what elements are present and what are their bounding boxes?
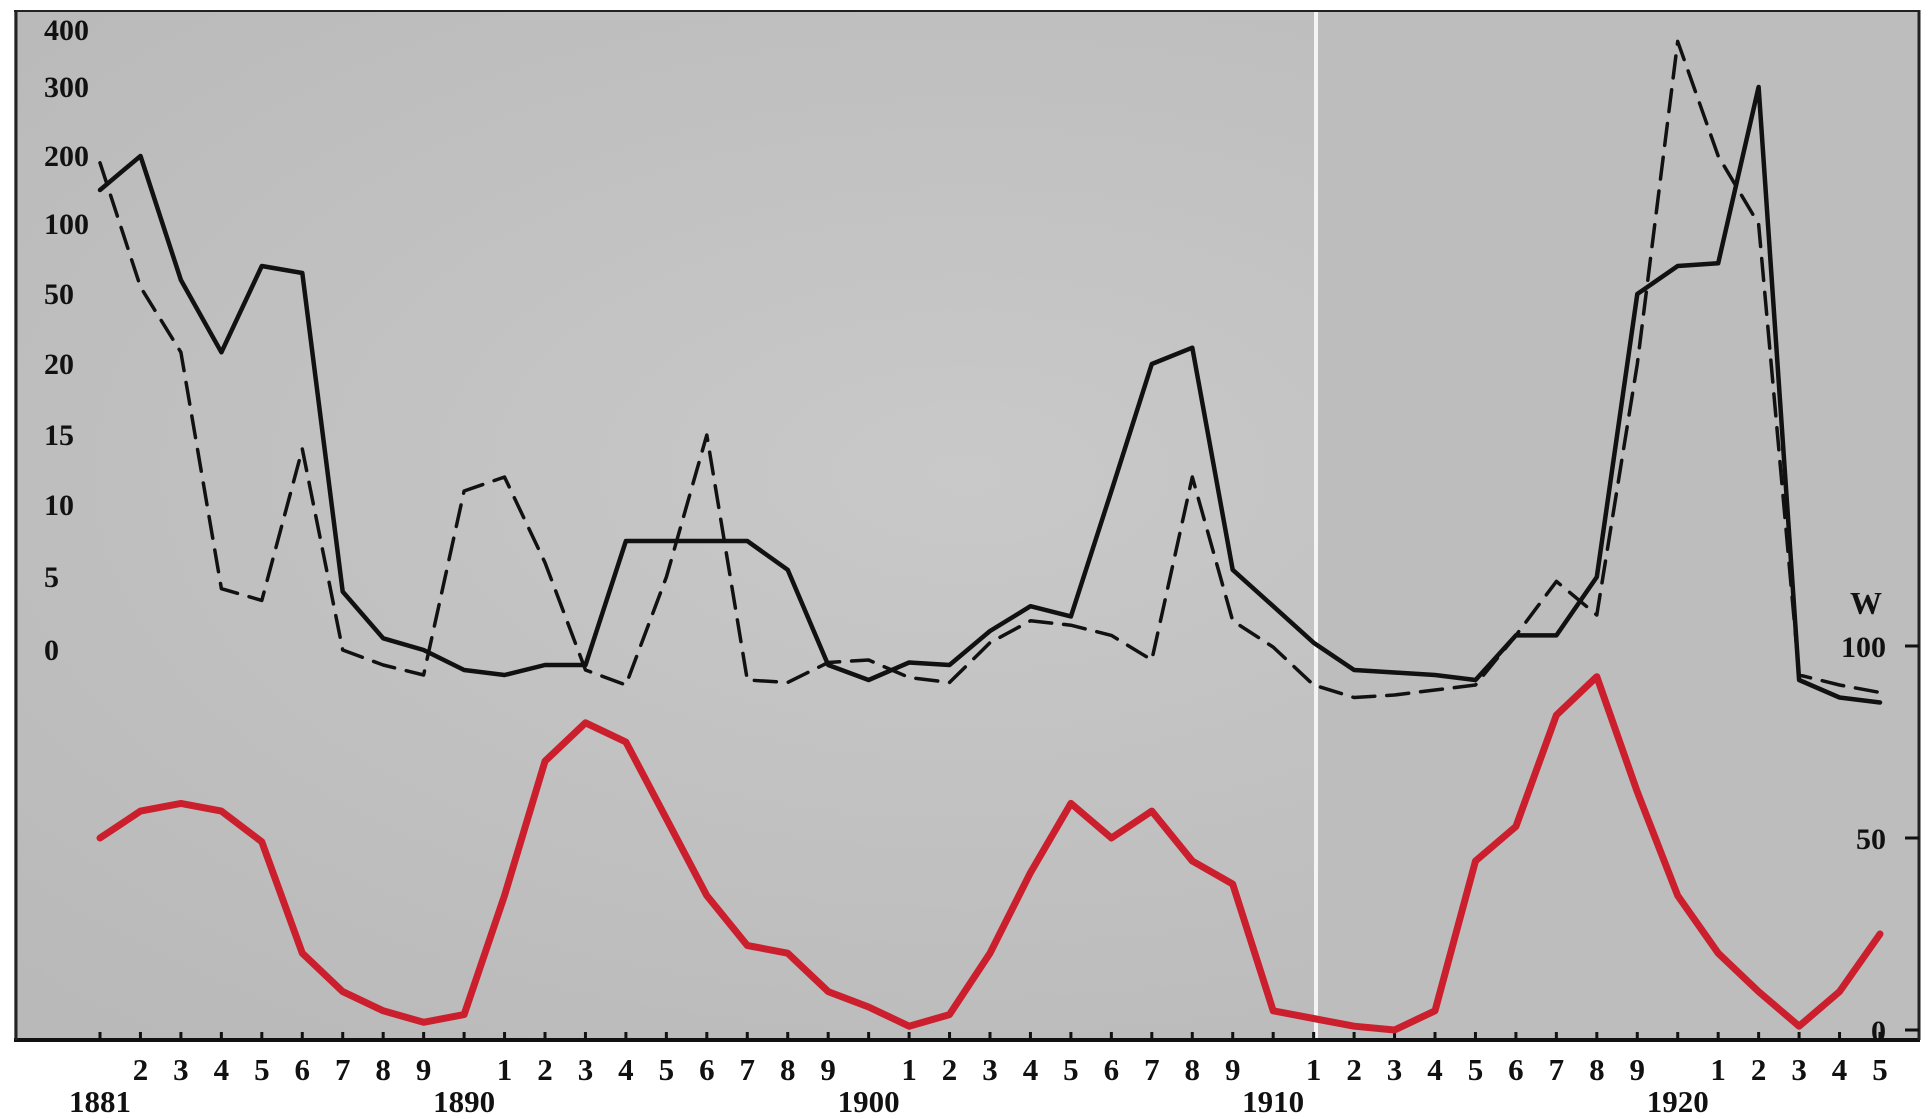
x-axis-tick-label: 6 <box>1508 1052 1524 1087</box>
x-axis-year-label: 1900 <box>838 1084 900 1114</box>
x-axis-year-label: 1881 <box>69 1084 131 1114</box>
x-axis-tick-label: 1 <box>901 1052 917 1087</box>
x-axis-tick-label: 3 <box>1791 1052 1807 1087</box>
right-axis-tick-label: 50 <box>1856 823 1886 856</box>
x-axis-tick-label: 2 <box>133 1052 149 1087</box>
left-axis-tick-label: 10 <box>44 489 74 522</box>
right-axis-tick-label: 100 <box>1841 631 1886 664</box>
x-axis-tick-label: 1 <box>497 1052 513 1087</box>
left-axis-tick-label: 5 <box>44 561 59 594</box>
x-axis-tick-label: 2 <box>1346 1052 1362 1087</box>
x-axis-tick-label: 5 <box>659 1052 675 1087</box>
x-axis-tick-label: 2 <box>537 1052 553 1087</box>
x-axis-tick-label: 6 <box>1104 1052 1120 1087</box>
x-axis-tick-label: 3 <box>982 1052 998 1087</box>
x-axis-tick-label: 1 <box>1710 1052 1726 1087</box>
left-axis-tick-label: 300 <box>44 71 89 104</box>
x-axis-tick-label: 9 <box>416 1052 432 1087</box>
x-axis-tick-label: 8 <box>1185 1052 1201 1087</box>
x-axis-tick-label: 8 <box>375 1052 391 1087</box>
left-axis-tick-label: 100 <box>44 208 89 241</box>
left-axis-tick-label: 200 <box>44 140 89 173</box>
x-axis-tick-label: 6 <box>295 1052 311 1087</box>
left-axis-tick-label: 20 <box>44 348 74 381</box>
x-axis-tick-label: 5 <box>1063 1052 1079 1087</box>
x-axis-tick-label: 2 <box>942 1052 958 1087</box>
x-axis-tick-label: 7 <box>1144 1052 1160 1087</box>
x-axis-year-label: 1910 <box>1242 1084 1304 1114</box>
x-axis-tick-label: 9 <box>1630 1052 1646 1087</box>
x-axis-tick-label: 1 <box>1306 1052 1322 1087</box>
x-axis-tick-label: 4 <box>1023 1052 1039 1087</box>
x-axis-tick-label: 4 <box>618 1052 634 1087</box>
x-axis-tick-label: 4 <box>214 1052 230 1087</box>
x-axis-tick-label: 4 <box>1832 1052 1848 1087</box>
left-axis-tick-label: 400 <box>44 14 89 47</box>
x-axis-tick-label: 3 <box>173 1052 189 1087</box>
x-axis-tick-label: 3 <box>1387 1052 1403 1087</box>
left-axis-tick-label: 15 <box>44 419 74 452</box>
x-axis-tick-label: 5 <box>1872 1052 1888 1087</box>
x-axis-tick-label: 8 <box>780 1052 796 1087</box>
right-axis-tick-label: 0 <box>1871 1015 1886 1048</box>
x-axis-tick-label: 3 <box>578 1052 594 1087</box>
left-axis-tick-label: 0 <box>44 634 59 667</box>
x-axis-tick-label: 6 <box>699 1052 715 1087</box>
x-axis-tick-label: 5 <box>1468 1052 1484 1087</box>
plot-right-panel <box>1316 10 1920 1040</box>
x-axis-tick-label: 5 <box>254 1052 270 1087</box>
x-axis-tick-label: 7 <box>740 1052 756 1087</box>
right-axis-label: W <box>1850 585 1882 621</box>
x-axis-year-label: 1890 <box>433 1084 495 1114</box>
x-axis-tick-label: 7 <box>1549 1052 1565 1087</box>
left-axis-tick-label: 50 <box>44 278 74 311</box>
x-axis-tick-label: 8 <box>1589 1052 1605 1087</box>
x-axis-year-label: 1920 <box>1647 1084 1709 1114</box>
x-axis-tick-label: 7 <box>335 1052 351 1087</box>
x-axis-tick-label: 4 <box>1427 1052 1443 1087</box>
x-axis-tick-label: 2 <box>1751 1052 1767 1087</box>
x-axis-tick-label: 9 <box>820 1052 836 1087</box>
x-axis-tick-label: 9 <box>1225 1052 1241 1087</box>
